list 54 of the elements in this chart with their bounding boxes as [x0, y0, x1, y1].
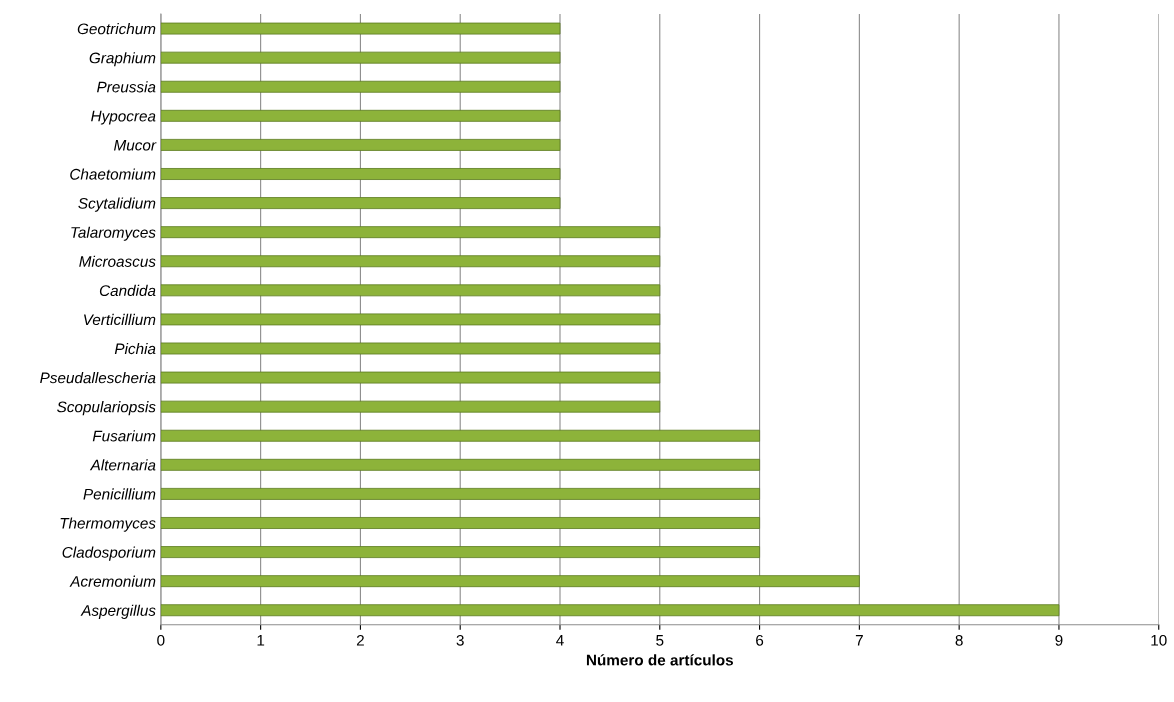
bar: [160, 22, 561, 35]
y-tick-label: Graphium: [89, 52, 156, 67]
x-tick-label: 6: [756, 634, 764, 646]
bar: [160, 80, 561, 93]
y-tick-label: Hypocrea: [91, 110, 156, 125]
x-tick-label: 2: [356, 634, 364, 646]
y-tick-label: Penicillium: [83, 488, 156, 500]
y-tick-label: Chaetomium: [70, 168, 156, 180]
x-tick-label: 10: [1151, 634, 1167, 646]
y-tick-label: Candida: [99, 284, 156, 297]
y-tick-label: Microascus: [79, 255, 156, 267]
x-tick-label: 9: [1055, 634, 1063, 646]
bar: [160, 255, 661, 268]
y-tick-label: Scytalidium: [78, 197, 156, 212]
bar: [160, 458, 760, 471]
bar: [160, 313, 661, 326]
x-tick-label: 5: [656, 635, 664, 646]
bar: [160, 51, 561, 64]
bar: [160, 487, 760, 500]
y-tick-label: Talaromyces: [71, 226, 156, 241]
bar: [160, 517, 760, 529]
bar: [160, 371, 661, 384]
bar: [160, 400, 661, 413]
y-tick-label: Geotrichum: [77, 23, 156, 35]
bar: [160, 226, 661, 239]
x-tick-label: 1: [257, 635, 265, 646]
bar: [160, 546, 760, 559]
bar: [160, 429, 760, 442]
y-tick-label: Cladosporium: [62, 546, 156, 561]
x-tick-label: 0: [157, 634, 165, 646]
y-tick-label: Mucor: [114, 139, 157, 151]
bar: [160, 197, 561, 210]
bar: [160, 604, 1060, 617]
y-tick-label: Aspergillus: [80, 604, 156, 619]
y-tick-label: Fusarium: [92, 430, 156, 442]
x-tick-label: 8: [955, 634, 963, 646]
x-tick-label: 7: [855, 635, 863, 646]
y-tick-label: Thermomyces: [60, 517, 156, 532]
bar: [160, 168, 561, 180]
y-tick-label: Acremonium: [69, 575, 156, 587]
x-axis-title: Número de artículos: [586, 654, 734, 666]
y-tick-label: Alternaria: [89, 459, 156, 471]
x-tick-label: 4: [556, 635, 564, 646]
x-tick-label: 3: [456, 634, 464, 646]
y-tick-label: Scopulariopsis: [57, 401, 156, 416]
y-tick-label: Pichia: [114, 342, 156, 355]
bar: [160, 138, 561, 151]
bar: [160, 284, 661, 297]
y-tick-label: Preussia: [97, 81, 156, 93]
y-tick-label: Pseudallescheria: [40, 372, 156, 384]
bar: [160, 575, 860, 588]
y-tick-label: Verticillium: [84, 313, 156, 326]
bar: [160, 342, 661, 355]
bar: [160, 109, 561, 122]
